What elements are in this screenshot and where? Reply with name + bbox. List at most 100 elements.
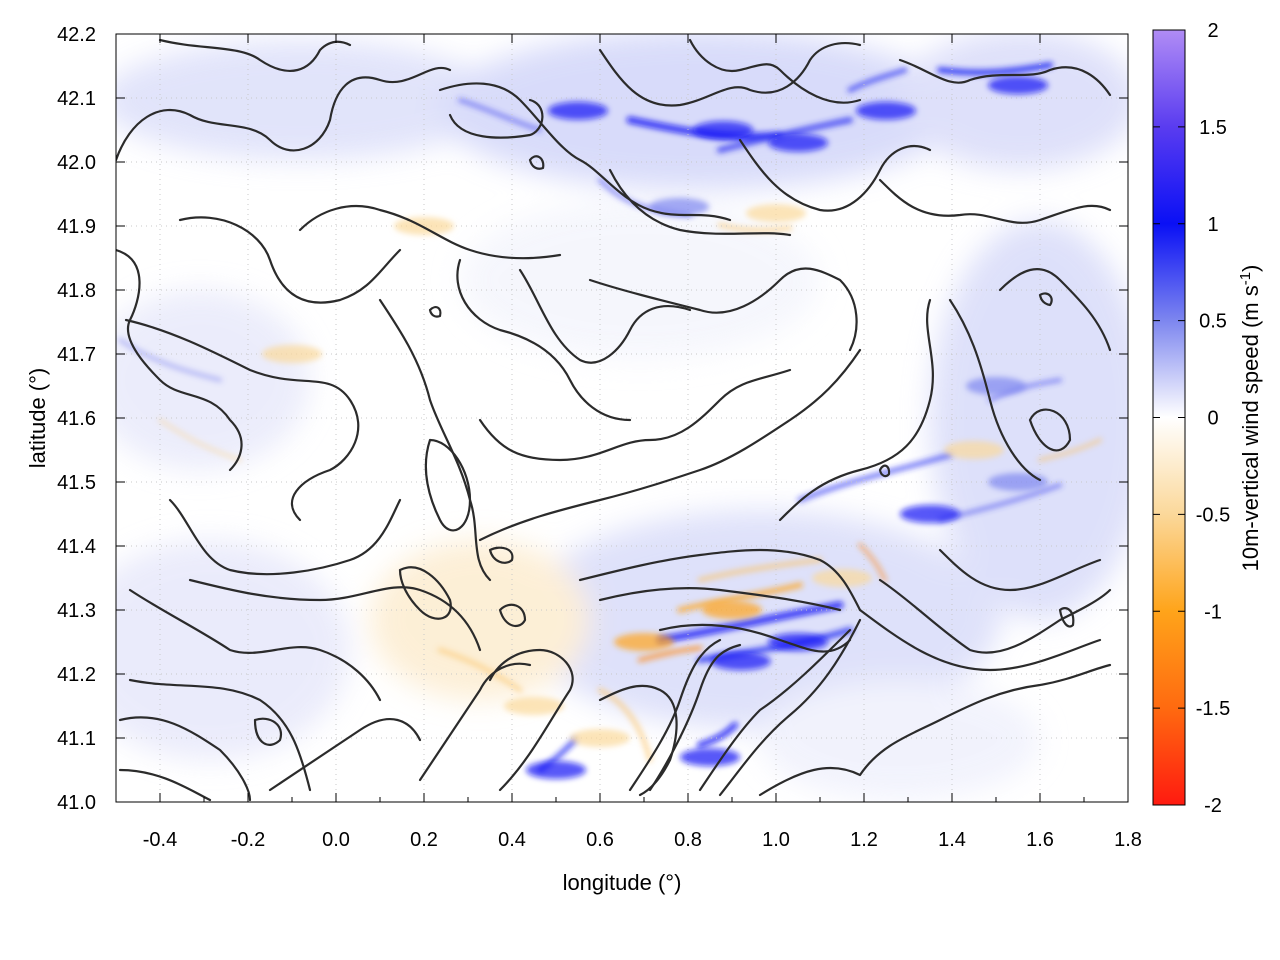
colorbar-label: 10m-vertical wind speed (m s-1) [1237,265,1264,572]
y-tick-label: 41.2 [57,664,96,686]
contour-line [518,268,692,364]
contour-line [998,268,1112,352]
x-tick-label: -0.2 [231,829,265,851]
contour-line [178,216,402,304]
x-tick-label: 0.0 [322,829,350,851]
contour-line [858,608,1102,672]
contour-line [898,58,1112,97]
contour-line [478,368,792,462]
contour-line [1058,607,1075,628]
hotspot [746,204,806,223]
y-tick-label: 41.3 [57,600,96,622]
colorbar-tick-label: 1.5 [1199,117,1227,139]
contour-line [116,248,243,472]
hotspot-layer [262,76,1048,779]
contour-line [608,168,792,237]
x-tick-label: 0.8 [674,829,702,851]
x-tick-label: 0.4 [498,829,526,851]
colorbar-tick-label: 1 [1207,214,1218,236]
colorbar-tick-label: 2 [1207,20,1218,42]
wind-streaks [118,62,1102,773]
contour-line [448,98,544,139]
contour-line [488,648,574,792]
contour-line [168,498,402,576]
y-tick-label: 41.0 [57,792,96,814]
y-tick-label: 42.0 [57,152,96,174]
hotspot [526,761,586,779]
hotspot [900,505,960,523]
contour-line [378,298,492,582]
y-tick-label: 41.5 [57,472,96,494]
colorbar-axis: 2 1.5 1 0.5 0 -0.5 -1 -1.5 -2 [1153,20,1230,817]
contour-line [878,578,1112,654]
terrain-contours [116,38,1112,802]
hotspot [693,121,754,139]
x-axis: -0.4 -0.2 0.0 0.2 0.4 0.6 0.8 1.0 1.2 1.4 1.6 1.8 [143,34,1142,851]
colorbar-tick-label: -0.5 [1196,504,1230,526]
contour-line [598,42,862,107]
contour-line [938,548,1102,592]
contour-line [528,155,545,170]
hotspot [768,633,828,651]
contour-line [456,258,632,422]
x-tick-label: 1.4 [938,829,966,851]
contour-line [478,348,862,542]
y-axis-label: latitude (°) [25,368,50,469]
hotspot [988,473,1048,491]
contour-line [488,546,514,564]
x-tick-label: 1.6 [1026,829,1054,851]
contour-line [253,717,283,746]
contour-line [188,578,482,652]
contour-line [648,643,742,792]
contour-line [1038,292,1053,307]
x-tick-label: 0.6 [586,829,614,851]
colorbar-label-sup: -1 [1237,272,1254,285]
colorbar-tick-label: 0 [1207,408,1218,430]
contour-line [698,628,852,792]
contour-line [778,298,934,522]
contour-line [428,306,442,318]
hotspot [856,101,916,120]
contour-line [498,603,527,628]
x-tick-label: 0.2 [410,829,438,851]
y-tick-label: 41.9 [57,216,96,238]
hotspot [570,729,630,747]
contour-line [418,662,532,782]
contour-line [118,768,212,802]
y-tick-label: 41.7 [57,344,96,366]
hotspot [394,217,454,235]
contour-line [116,67,452,162]
x-tick-label: -0.4 [143,829,177,851]
contour-line [128,678,312,792]
hotspot [262,345,322,363]
contour-line [268,718,422,792]
hotspot [702,601,762,619]
contour-line [588,267,858,352]
contour-line [598,586,842,612]
contour-line [948,298,1042,482]
colorbar-label-end: ) [1238,265,1263,272]
contour-line [718,618,862,797]
colorbar-tick-label: 0.5 [1199,311,1227,333]
y-tick-label: 42.1 [57,88,96,110]
colorbar-tick-label: -1.5 [1196,698,1230,720]
hotspot [649,197,710,216]
contour-line [398,566,452,620]
x-tick-label: 1.0 [762,829,790,851]
contour-line [578,548,862,612]
y-tick-label: 41.6 [57,408,96,430]
contour-line [598,684,678,797]
contour-line [298,205,562,260]
contour-line [118,716,252,802]
y-tick-label: 42.2 [57,24,96,46]
y-tick-label: 41.8 [57,280,96,302]
contour-line [878,464,891,478]
colorbar-tick-label: -2 [1204,795,1222,817]
y-tick-label: 41.4 [57,536,96,558]
contour-line [438,82,732,222]
x-axis-label: longitude (°) [563,870,682,895]
contour-line [158,38,352,72]
y-axis: 41.0 41.1 41.2 41.3 41.4 41.5 41.6 41.7 41.8 41.9… [57,24,1128,814]
contour-line [758,663,1112,797]
